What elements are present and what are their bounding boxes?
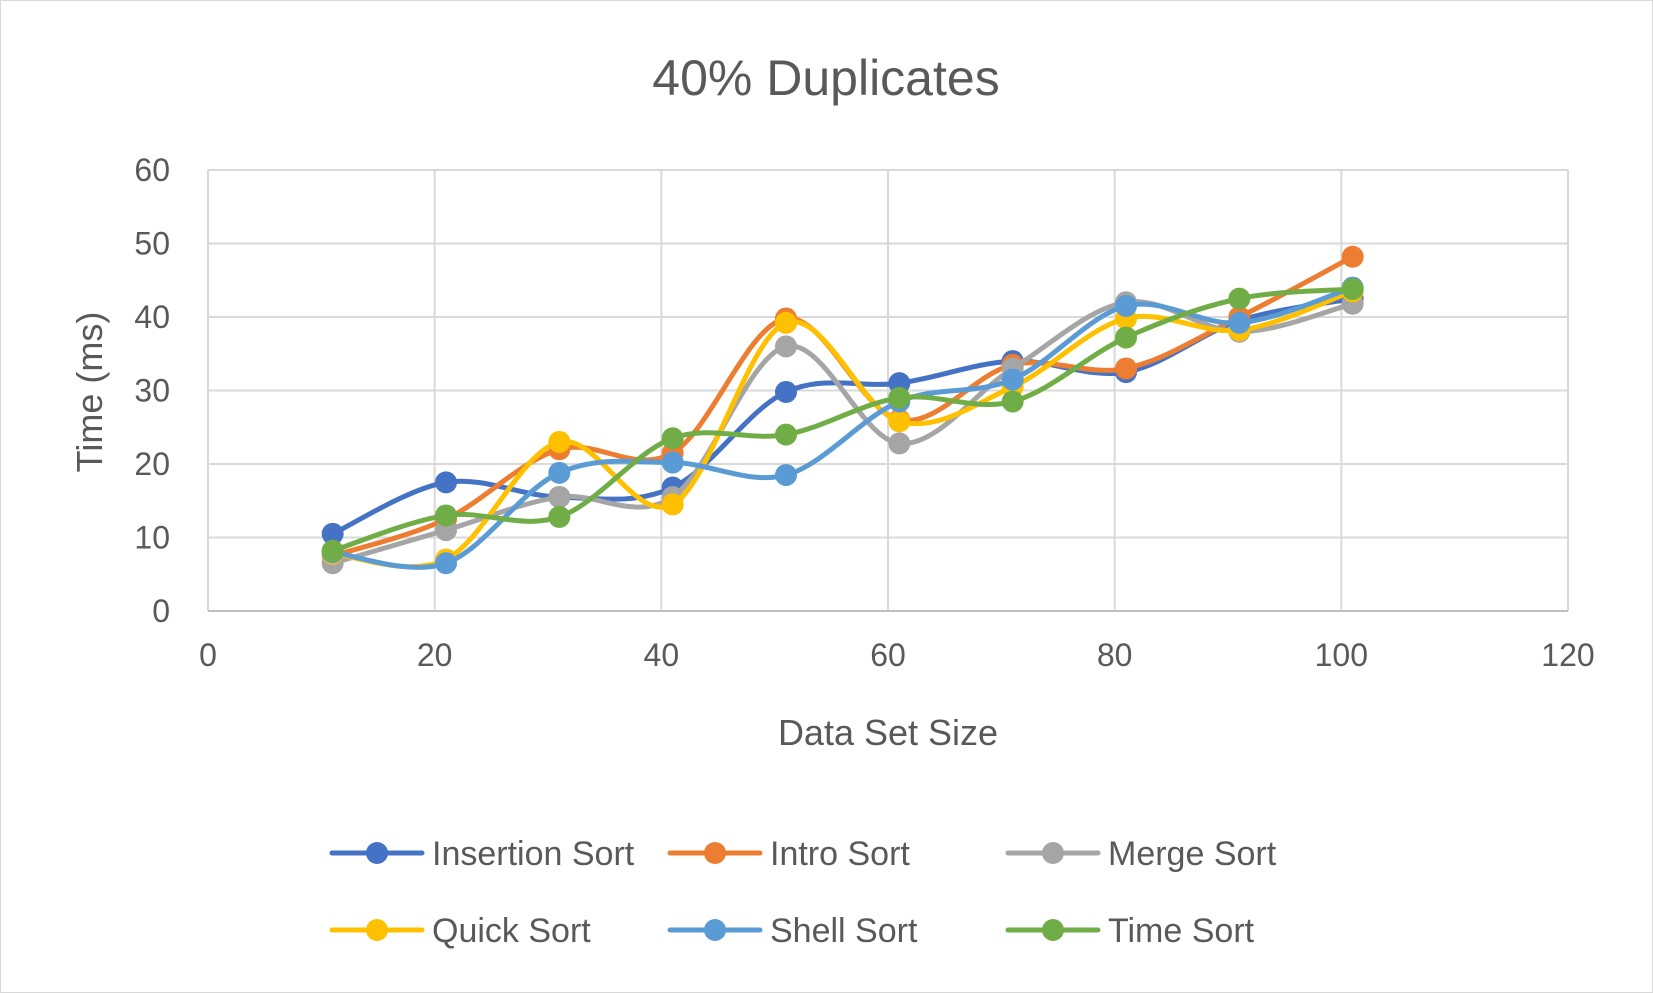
series-line-intro-sort [330,254,1356,559]
data-point-time-sort [1228,287,1251,310]
data-point-merge-sort [775,335,797,358]
legend-swatch-marker [366,919,388,941]
x-tick-label: 120 [1541,637,1594,673]
y-tick-label: 30 [134,373,170,409]
data-point-time-sort [888,386,911,409]
data-point-shell-sort [1115,294,1137,317]
series-line-time-sort [330,286,1356,554]
legend-item-shell-sort: Shell Sort [667,912,918,950]
data-point-time-sort [548,505,571,528]
data-point-time-sort [321,539,344,562]
data-point-shell-sort [1001,368,1024,391]
data-point-shell-sort [775,464,797,487]
axes: 0 10 20 30 40 50 60 0 20 40 60 80 100 120 [134,152,1594,673]
x-tick-label: 60 [870,637,906,673]
legend-swatch-marker [704,842,726,864]
legend-label: Intro Sort [770,835,910,873]
x-axis-title: Data Set Size [778,712,998,753]
plot-series [321,245,1364,575]
data-point-merge-sort [548,486,571,509]
legend-item-intro-sort: Intro Sort [667,835,910,873]
data-point-intro-sort [1341,245,1364,268]
gridlines [207,169,1569,611]
legend-item-insertion-sort: Insertion Sort [329,835,635,873]
legend-swatch-marker [366,842,388,864]
chart-title: 40% Duplicates [652,50,999,106]
data-point-quick-sort [661,493,684,516]
y-tick-label: 0 [152,593,170,629]
y-tick-label: 40 [134,299,170,335]
data-point-intro-sort [1115,357,1137,380]
legend-swatch-marker [1042,919,1064,941]
legend-label: Insertion Sort [432,835,635,873]
series-line-shell-sort [330,285,1356,570]
legend-item-quick-sort: Quick Sort [329,912,591,950]
x-tick-label: 20 [417,637,453,673]
series-time-sort [321,278,1364,562]
y-tick-label: 10 [134,520,170,556]
data-point-insertion-sort [775,380,797,403]
data-point-shell-sort [435,552,457,575]
data-point-time-sort [1341,278,1364,301]
data-point-quick-sort [888,410,911,433]
legend-label: Merge Sort [1108,835,1277,873]
legend-label: Shell Sort [770,912,918,950]
legend-label: Time Sort [1108,912,1255,950]
data-point-insertion-sort [321,522,344,545]
legend-label: Quick Sort [432,912,591,950]
data-point-time-sort [661,427,684,450]
legend-swatch-marker [704,919,726,941]
data-point-time-sort [1001,390,1024,413]
x-tick-label: 80 [1097,637,1133,673]
data-point-time-sort [1115,326,1137,349]
data-point-shell-sort [1228,311,1251,334]
data-point-shell-sort [661,451,684,474]
series-line-quick-sort [330,288,1356,570]
y-tick-label: 60 [134,152,170,188]
x-tick-label: 100 [1315,637,1368,673]
legend-swatch-marker [1042,842,1064,864]
data-point-time-sort [775,423,797,446]
data-point-time-sort [435,504,457,527]
x-tick-label: 0 [199,637,217,673]
y-tick-label: 50 [134,226,170,262]
y-tick-label: 20 [134,446,170,482]
x-tick-label: 40 [644,637,680,673]
legend: Insertion Sort Intro Sort Merge Sort Quick … [329,835,1277,950]
y-axis-title: Time (ms) [69,312,110,473]
data-point-insertion-sort [435,471,457,494]
data-point-shell-sort [548,461,571,484]
data-point-quick-sort [775,311,797,334]
legend-item-time-sort: Time Sort [1005,912,1255,950]
data-point-merge-sort [888,432,911,455]
data-point-quick-sort [548,430,571,453]
legend-item-merge-sort: Merge Sort [1005,835,1277,873]
